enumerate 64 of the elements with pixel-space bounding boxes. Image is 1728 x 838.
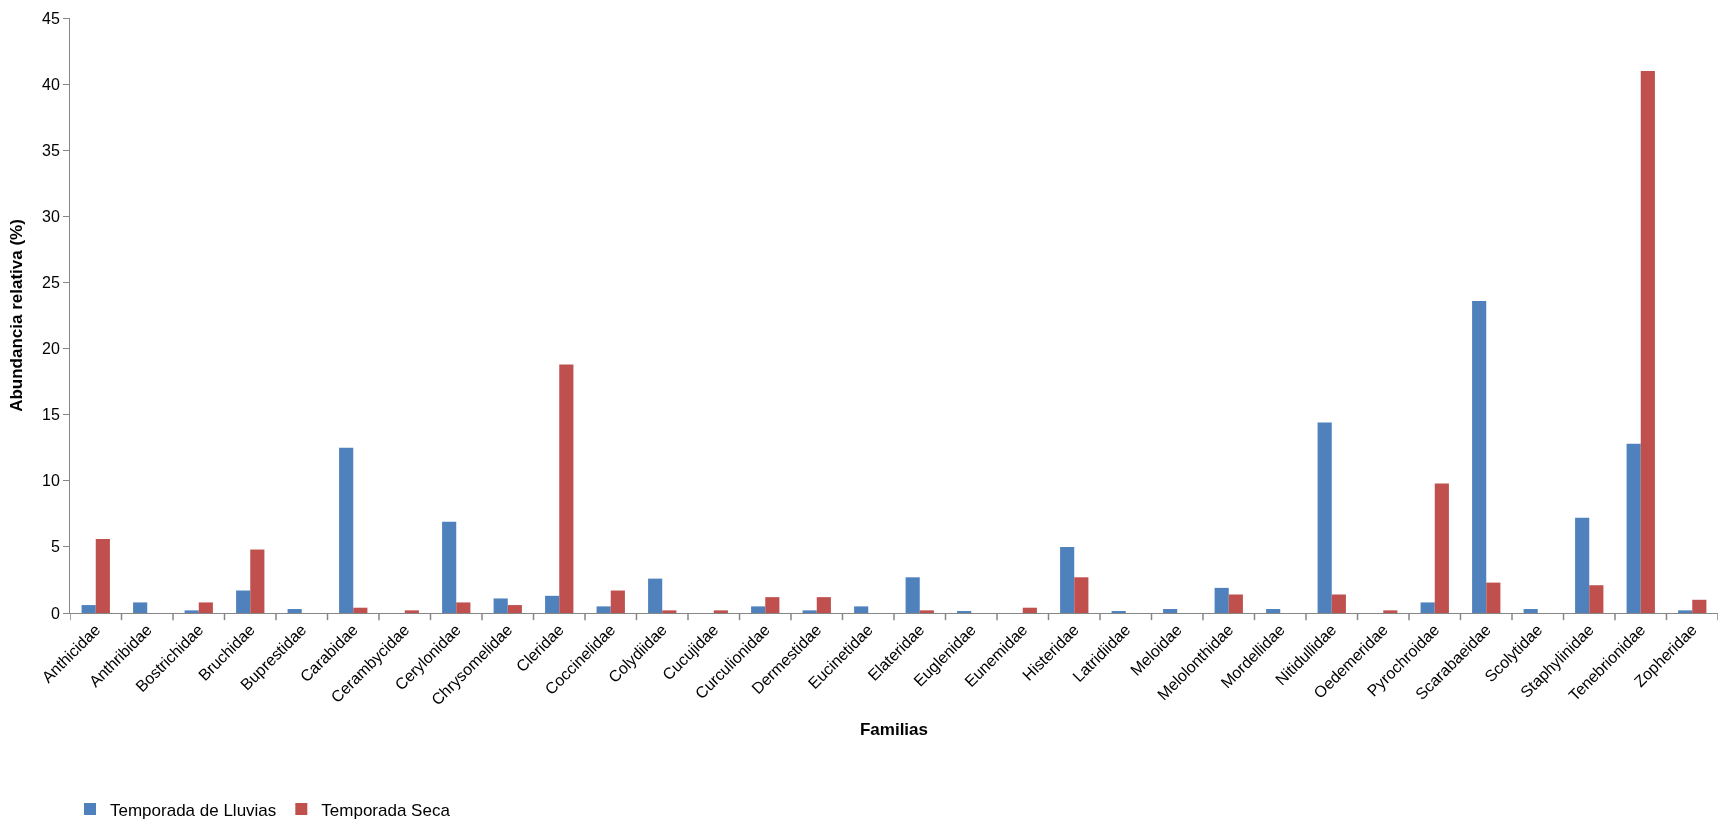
bar xyxy=(816,597,831,613)
y-tick-label: 30 xyxy=(42,207,60,225)
bar xyxy=(1486,582,1501,613)
bar xyxy=(250,549,265,613)
bar xyxy=(1472,300,1487,613)
y-tick-label: 5 xyxy=(50,538,60,556)
bar xyxy=(545,595,560,613)
bar xyxy=(184,610,199,613)
y-tick-label: 20 xyxy=(42,340,60,358)
bar xyxy=(287,609,302,613)
bar xyxy=(559,364,574,613)
bar xyxy=(1022,607,1037,613)
y-tick-label: 45 xyxy=(42,9,60,27)
bar xyxy=(198,602,213,613)
bar xyxy=(919,610,934,613)
bar xyxy=(507,605,522,613)
y-tick-label: 0 xyxy=(50,604,60,622)
bar xyxy=(1589,585,1604,613)
bar xyxy=(133,602,148,613)
y-tick-label: 35 xyxy=(42,141,60,159)
bar xyxy=(404,610,419,613)
bar xyxy=(1575,517,1590,613)
bar xyxy=(1331,594,1346,613)
bar xyxy=(1523,609,1538,613)
bar xyxy=(1383,610,1398,613)
bar xyxy=(456,602,471,613)
bar xyxy=(1626,443,1641,613)
bar xyxy=(662,610,677,613)
legend-label: Temporada de Lluvias xyxy=(110,800,277,820)
bar xyxy=(596,606,611,613)
y-axis-title: Abundancia relativa (%) xyxy=(6,219,26,412)
bar xyxy=(751,606,766,613)
y-tick-label: 25 xyxy=(42,274,60,292)
bar xyxy=(854,606,869,613)
bar xyxy=(1228,594,1243,613)
bar xyxy=(493,598,508,613)
y-tick-label: 15 xyxy=(42,406,60,424)
bar xyxy=(905,577,920,613)
bar xyxy=(1692,599,1707,613)
bar xyxy=(1214,587,1229,613)
bar xyxy=(95,538,110,613)
bar xyxy=(236,590,251,613)
bar xyxy=(1434,483,1449,613)
bar xyxy=(1420,602,1435,613)
bar xyxy=(1266,609,1281,613)
bar xyxy=(648,578,663,613)
bar xyxy=(1317,422,1332,613)
bar xyxy=(765,597,780,613)
legend-label: Temporada Seca xyxy=(321,800,451,820)
bar xyxy=(1678,610,1693,613)
bar xyxy=(339,447,354,613)
bar xyxy=(1060,546,1075,613)
x-axis-title: Familias xyxy=(859,719,929,739)
bar xyxy=(713,610,728,613)
bar xyxy=(1163,609,1178,613)
y-tick-label: 10 xyxy=(42,472,60,490)
bar xyxy=(81,605,96,613)
bar xyxy=(1074,577,1089,613)
y-tick-label: 40 xyxy=(42,75,60,93)
bar xyxy=(1640,70,1655,613)
bar xyxy=(610,590,625,613)
bar xyxy=(802,610,817,613)
bar xyxy=(353,607,368,613)
bar xyxy=(442,521,457,613)
